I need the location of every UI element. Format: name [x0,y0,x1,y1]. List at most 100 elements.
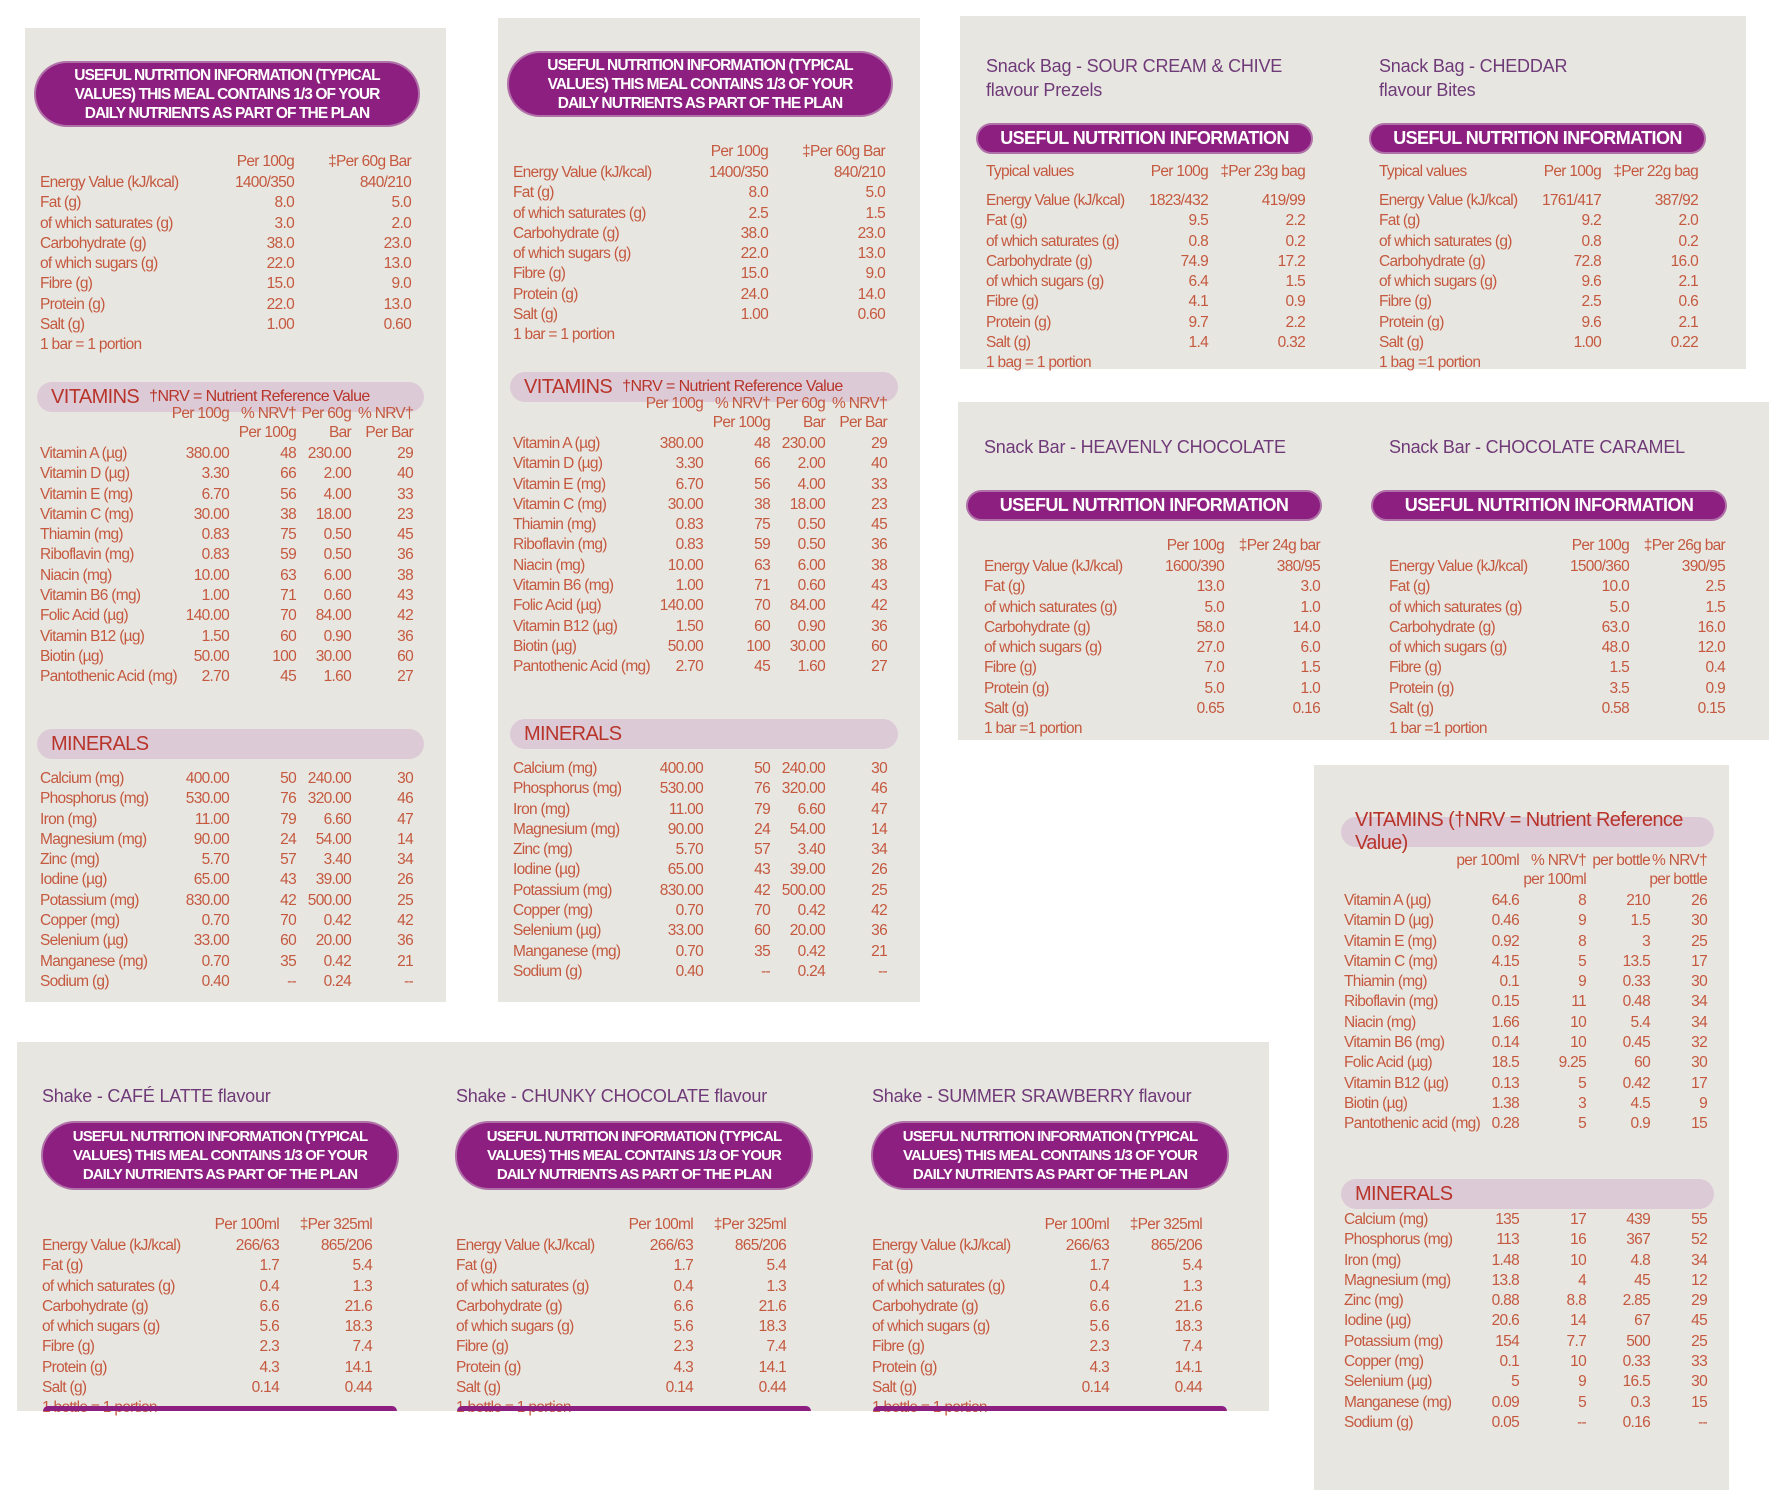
row-value: 45 [871,516,888,534]
row-value: 0.13 [1491,1074,1520,1092]
table-row: Sodium (g) 0.40 -- 0.24 -- [498,962,920,982]
row-label: Vitamin B12 (µg) [513,617,618,635]
row-label: Salt (g) [984,700,1029,718]
row-label: Protein (g) [1389,679,1454,697]
column-header: ‡Per 60g Bar [328,153,412,170]
column-header: Per 100g [172,404,230,423]
column-header: ‡Per 24g bar [1238,537,1321,554]
row-value: 9 [1578,1373,1587,1391]
table-row: Fat (g) 10.0 2.5 [1363,577,1768,597]
row-value: 63.0 [1601,618,1630,636]
row-value: 30 [1691,912,1708,930]
portion-row: 1 bag =1 portion [1353,353,1746,373]
table-row: Vitamin D (µg) 3.30 66 2.00 40 [25,464,446,484]
row-value: 20.00 [789,922,826,940]
row-value: 0.50 [323,526,352,544]
table-row: of which saturates (g) 5.0 1.5 [1363,598,1768,618]
table-row: Protein (g) 4.3 14.1 [847,1358,1259,1378]
row-value: 367 [1626,1231,1650,1249]
row-label: Magnesium (mg) [513,820,620,838]
row-value: 830.00 [185,891,230,909]
product-title: Snack Bar - CHOCOLATE CARAMEL [1389,435,1685,459]
table-row: Fat (g) 13.0 3.0 [958,577,1363,597]
table-row: Fat (g) 1.7 5.4 [17,1256,429,1276]
row-value: 419/99 [1261,192,1306,209]
row-value: 22.0 [740,245,769,263]
row-value: 2.5 [1705,578,1726,596]
row-label: Thiamin (mg) [513,516,597,534]
minerals-title: MINERALS [1355,1182,1453,1205]
row-value: 113 [1496,1231,1519,1249]
column-header: % NRV† per 100ml [1523,851,1586,889]
row-value: 18.00 [789,495,826,513]
table-row: Vitamin B12 (µg) 1.50 60 0.90 36 [25,627,446,647]
row-value: 1.5 [865,204,886,222]
row-value: 4.3 [259,1358,280,1376]
row-value: 71 [280,587,297,605]
table-row: Selenium (µg) 33.00 60 20.00 36 [498,921,920,941]
table-row: Manganese (mg) 0.70 35 0.42 21 [25,952,446,972]
column-headers: Typical values Per 100g ‡Per 22g bag [1353,162,1746,183]
product-column: Snack Bar - CHOCOLATE CARAMEL USEFUL NUTR… [1363,402,1768,740]
product-column: Shake - SUMMER SRAWBERRY flavour USEFUL N… [847,1042,1259,1416]
row-label: Thiamin (mg) [1344,973,1428,991]
row-value: 1.38 [1491,1094,1520,1112]
table-row: Vitamin C (mg) 30.00 38 18.00 23 [25,505,446,525]
table-row: Pantothenic Acid (mg) 2.70 45 1.60 27 [25,667,446,687]
row-value: 8 [1578,892,1587,909]
row-label: of which sugars (g) [40,255,158,273]
row-value: 1.00 [266,316,295,334]
product-title-line: Shake - CAFÉ LATTE flavour [42,1086,271,1106]
table-row: Biotin (µg) 50.00 100 30.00 60 [498,637,920,657]
row-value: 13.0 [383,255,412,273]
row-value: 42 [397,912,414,930]
row-label: Pantothenic acid (mg) [1344,1115,1481,1133]
row-value: 2.85 [1622,1292,1651,1310]
column-header-line: % NRV† [241,405,297,422]
table-row: Protein (g) 24.0 14.0 [498,285,920,305]
table-row: of which saturates (g) 0.4 1.3 [17,1277,429,1297]
row-value: 30.00 [667,495,704,513]
row-value: 0.65 [1196,700,1225,718]
row-value: 6.70 [201,485,230,503]
row-value: 0.44 [1174,1379,1203,1397]
row-value: 439 [1626,1211,1650,1228]
table-row: Potassium (mg) 830.00 42 500.00 25 [498,881,920,901]
row-label: Vitamin A (µg) [40,445,127,462]
row-value: 6.0 [1300,639,1321,657]
row-value: 23.0 [857,224,886,242]
row-value: 4.15 [1491,952,1520,970]
row-label: Carbohydrate (g) [872,1297,979,1315]
row-label: Vitamin B6 (mg) [40,587,141,605]
row-label: Energy Value (kJ/kcal) [1379,192,1518,209]
row-value: 0.60 [323,587,352,605]
row-value: 0.9 [1285,293,1306,311]
column-header: ‡Per 26g bar [1643,537,1726,554]
row-value: 0.24 [323,972,352,990]
table-row: of which sugars (g) 22.0 13.0 [498,244,920,264]
row-label: Manganese (mg) [40,952,148,970]
row-value: 0.42 [1622,1074,1651,1092]
row-value: 11.00 [194,810,230,828]
row-value: 30 [871,760,888,777]
row-label: Energy Value (kJ/kcal) [1389,558,1528,575]
row-value: 1.00 [1573,334,1602,352]
row-value: 1.00 [201,587,230,605]
row-value: 21.6 [758,1297,787,1315]
table-row: Salt (g) 0.14 0.44 [847,1378,1259,1398]
row-value: 100 [272,647,296,665]
row-value: 380/95 [1276,558,1321,575]
row-value: 2.2 [1285,313,1306,331]
table-row: Vitamin B6 (mg) 1.00 71 0.60 43 [498,576,920,596]
table-row: Thiamin (mg) 0.83 75 0.50 45 [498,515,920,535]
vitamin-column-headers: Per 100g% NRV† Per 100g Per 60g Bar% NRV† Pe… [498,394,920,434]
row-value: 7.4 [352,1338,373,1356]
minerals-section-bar: MINERALS [37,729,424,759]
vitamins-title: VITAMINS [524,375,613,398]
nutrition-table: Typical values Per 100g ‡Per 23g bag Energy… [960,162,1353,374]
row-value: 4.3 [673,1358,694,1376]
row-value: 43 [397,587,414,605]
row-value: 70 [754,902,771,920]
row-value: 23 [871,495,888,513]
nrv-note: †NRV = Nutrient Reference Value [622,378,843,395]
